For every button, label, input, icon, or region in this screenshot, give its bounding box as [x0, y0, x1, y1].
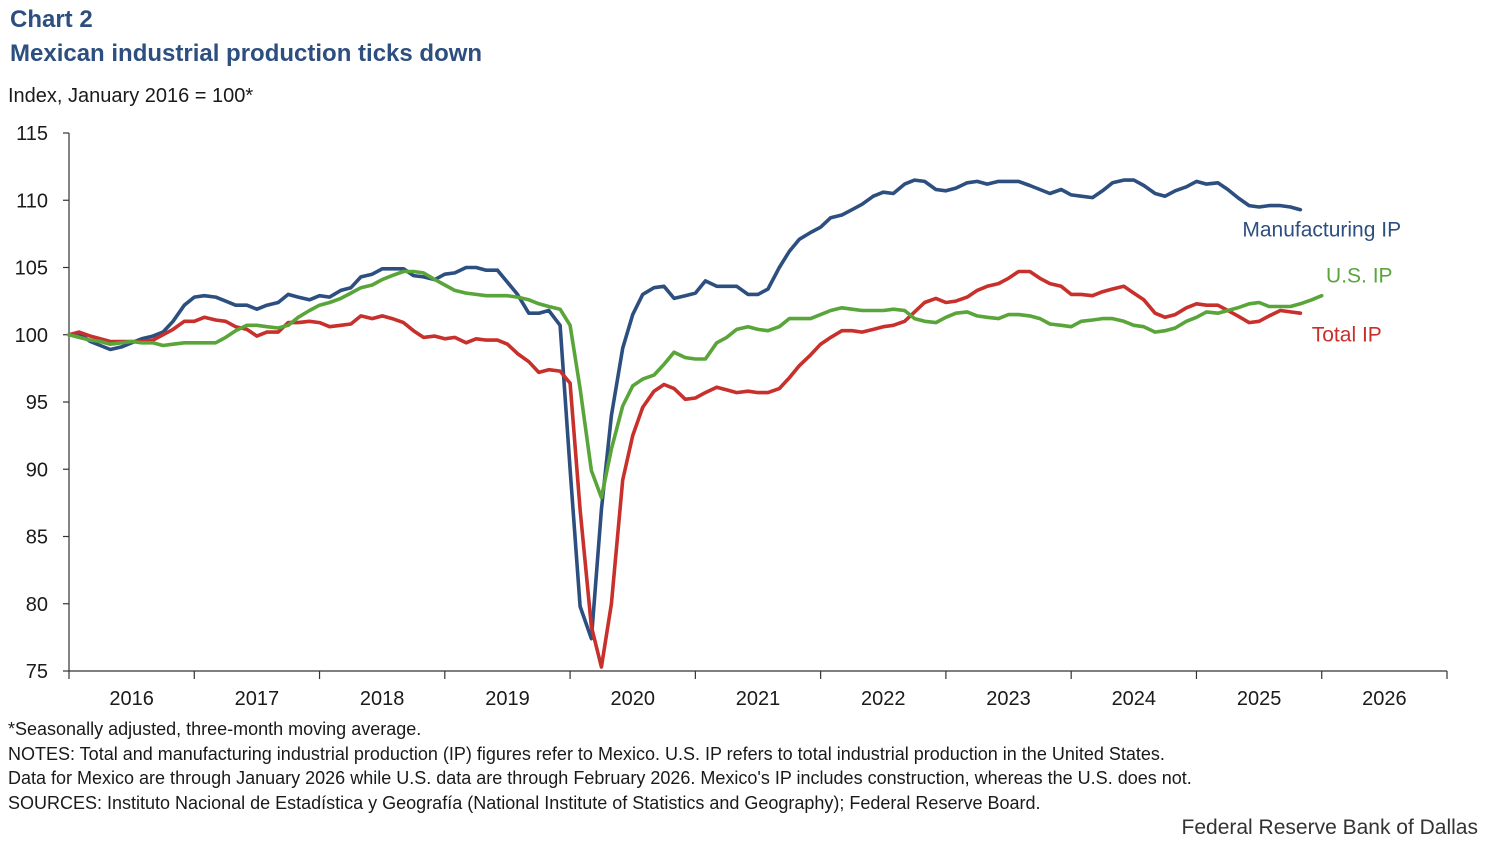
sources-line: SOURCES: Instituto Nacional de Estadísti…	[8, 792, 1041, 813]
chart-notes: *Seasonally adjusted, three-month moving…	[8, 717, 1192, 815]
chart-title: Mexican industrial production ticks down	[10, 40, 483, 67]
x-tick-label: 2026	[1362, 688, 1407, 710]
x-tick-label: 2024	[1112, 688, 1157, 710]
x-tick-label: 2017	[235, 688, 280, 710]
y-tick-label: 110	[16, 190, 48, 212]
y-axis-unit-label: Index, January 2016 = 100*	[8, 85, 254, 107]
chart-label: Chart 2	[10, 6, 93, 33]
x-tick-label: 2016	[109, 688, 154, 710]
footnote: *Seasonally adjusted, three-month moving…	[8, 719, 422, 739]
y-tick-label: 95	[26, 392, 48, 414]
y-tick-label: 85	[26, 527, 48, 549]
y-tick-label: 115	[16, 123, 48, 145]
series-line-manufacturing-ip	[67, 178, 1303, 641]
series-label-manufacturing-ip: Manufacturing IP	[1242, 219, 1401, 242]
x-tick-label: 2025	[1237, 688, 1282, 710]
series-label-total-ip: Total IP	[1312, 323, 1382, 346]
y-tick-label: 105	[15, 258, 48, 280]
x-tick-label: 2018	[360, 688, 405, 710]
y-tick-label: 90	[26, 459, 48, 481]
y-tick-label: 80	[26, 594, 48, 616]
series-label-u-s-ip: U.S. IP	[1326, 264, 1393, 287]
series-line-u-s-ip	[67, 269, 1324, 500]
y-tick-label: 100	[15, 325, 48, 347]
y-tick-label: 75	[26, 661, 48, 683]
notes-line-1: NOTES: Total and manufacturing industria…	[8, 743, 1165, 764]
x-tick-label: 2020	[610, 688, 655, 710]
x-tick-label: 2019	[485, 688, 530, 710]
x-tick-label: 2022	[861, 688, 906, 710]
notes-line-2: Data for Mexico are through January 2026…	[8, 768, 1192, 788]
series-line-total-ip	[67, 269, 1303, 669]
x-tick-label: 2023	[986, 688, 1031, 710]
x-tick-label: 2021	[736, 688, 781, 710]
publisher-credit: Federal Reserve Bank of Dallas	[1181, 816, 1478, 839]
